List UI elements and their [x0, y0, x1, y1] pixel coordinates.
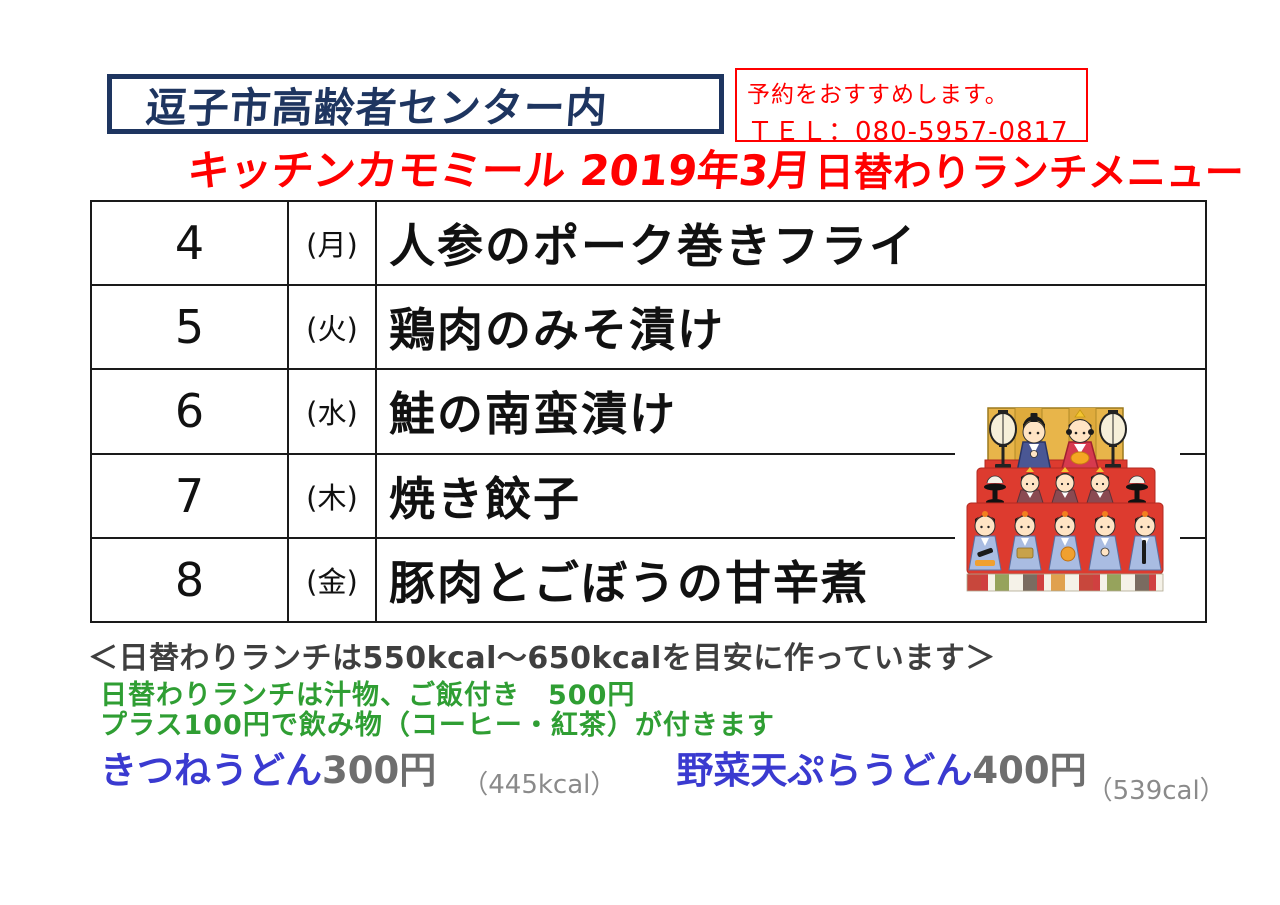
facility-title: 逗子市高齢者センター内: [144, 84, 610, 132]
day-number: 7: [90, 452, 289, 539]
dish-name: 人参のポーク巻きフライ: [375, 199, 1207, 287]
empress-doll: [1060, 409, 1100, 473]
weekday-label: (水): [287, 368, 377, 455]
weekday-label: (月): [287, 199, 377, 287]
tempura-udon-kcal: （539cal）: [1086, 776, 1226, 806]
tempura-udon-price: 400円: [972, 749, 1087, 792]
day-number: 4: [90, 199, 289, 287]
facility-title-box: 逗子市高齢者センター内: [107, 74, 724, 134]
day-number: 8: [90, 536, 289, 624]
kitsune-udon-price: 300円: [322, 749, 437, 792]
drink-option-note: プラス100円で飲み物（コーヒー・紅茶）が付きます: [100, 710, 775, 741]
emperor-doll: [1016, 413, 1052, 473]
menu-subtitle: キッチンカモミール 2019年3月 日替わりランチメニュー: [185, 146, 1244, 198]
lantern-left: [989, 410, 1017, 468]
table-row: 4 (月) 人参のポーク巻きフライ: [90, 199, 1207, 287]
table-row: 5 (火) 鶏肉のみそ漬け: [90, 284, 1207, 371]
shop-name-and-month: キッチンカモミール 2019年3月: [185, 146, 814, 195]
reservation-phone: ＴＥＬ：080-5957-0817: [747, 117, 1069, 147]
lunch-price-note: 日替わりランチは汁物、ご飯付き 500円: [100, 680, 636, 711]
day-number: 6: [90, 368, 289, 455]
reservation-box: 予約をおすすめします。 ＴＥＬ：080-5957-0817: [735, 68, 1088, 147]
hina-dolls-illustration: [955, 402, 1180, 594]
weekday-label: (火): [287, 284, 377, 371]
weekday-label: (木): [287, 452, 377, 539]
daily-lunch-menu-label: 日替わりランチメニュー: [814, 151, 1244, 196]
day-number: 5: [90, 284, 289, 371]
tempura-udon-name: 野菜天ぷらうどん: [676, 749, 973, 792]
musicians: [968, 511, 1162, 571]
kitsune-udon-kcal: （445kcal）: [462, 770, 617, 800]
lantern-right: [1099, 410, 1127, 468]
reservation-note: 予約をおすすめします。: [747, 82, 1009, 108]
takatsuki-left: [984, 475, 1006, 505]
udon-menu-line: きつねうどん300円 （445kcal） 野菜天ぷらうどん400円（539cal）: [100, 740, 1226, 806]
striped-cloth: [966, 573, 1164, 592]
kitsune-udon-name: きつねうどん: [100, 749, 322, 792]
weekday-label: (金): [287, 536, 377, 624]
calorie-guideline-note: ＜日替わりランチは550kcal～650kcalを目安に作っています＞: [88, 641, 996, 676]
takatsuki-right: [1126, 475, 1148, 505]
dish-name: 鶏肉のみそ漬け: [375, 284, 1207, 371]
